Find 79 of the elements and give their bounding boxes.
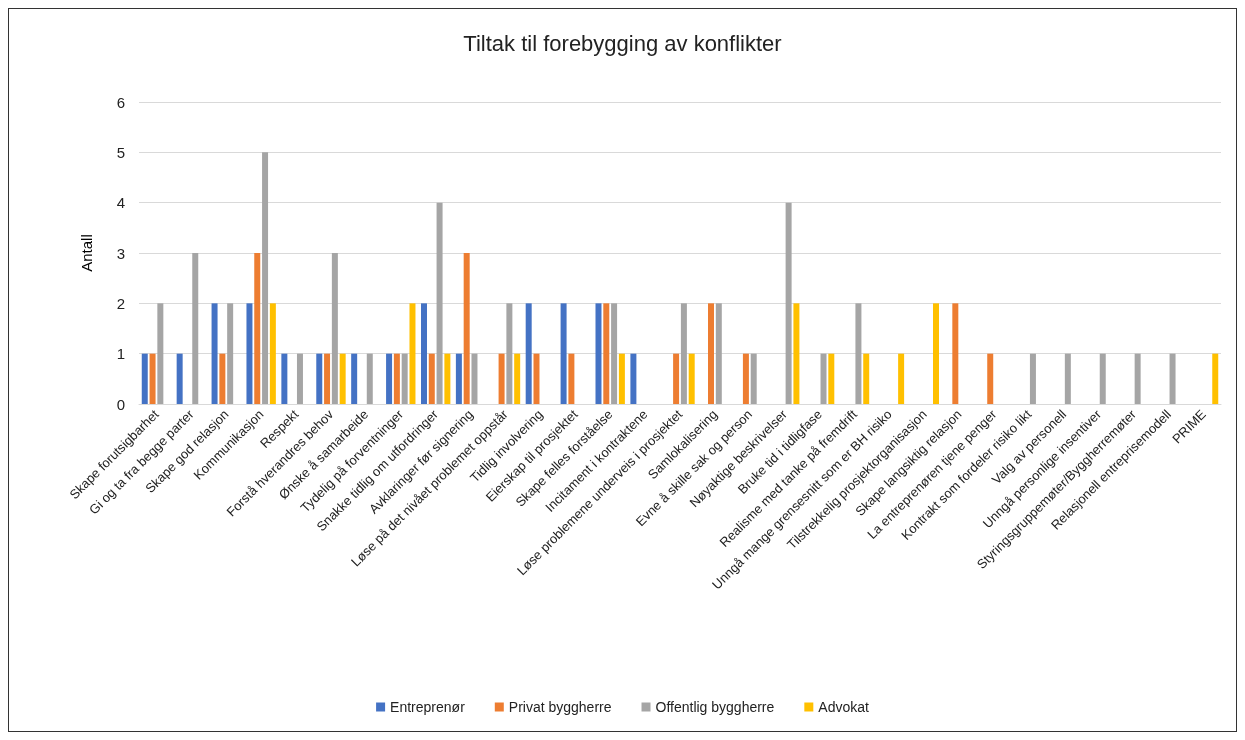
bar <box>933 303 940 404</box>
bar <box>498 353 505 404</box>
bar <box>987 353 994 404</box>
legend-label: Advokat <box>818 699 870 715</box>
bar <box>898 353 905 404</box>
bar <box>455 353 462 404</box>
bar <box>351 353 358 404</box>
bar <box>1064 353 1071 404</box>
bar <box>680 303 687 404</box>
legend-label: Entreprenør <box>390 699 466 715</box>
bar <box>1099 353 1106 404</box>
bar <box>618 353 625 404</box>
bar <box>595 303 602 404</box>
bar <box>855 303 862 404</box>
bar <box>281 353 288 404</box>
bar <box>514 353 521 404</box>
y-tick-label: 6 <box>116 93 125 111</box>
bar <box>428 353 435 404</box>
bar <box>331 253 338 404</box>
bar <box>560 303 567 404</box>
bar <box>785 202 792 404</box>
bar <box>828 353 835 404</box>
bar <box>1169 353 1176 404</box>
bar <box>366 353 373 404</box>
bar <box>708 303 714 404</box>
bar <box>603 303 610 404</box>
bar <box>141 353 148 404</box>
bar <box>211 303 218 404</box>
bar <box>339 353 346 404</box>
bar <box>386 353 393 404</box>
bar <box>673 353 680 404</box>
bar <box>324 353 331 404</box>
bar <box>525 303 532 404</box>
bar <box>192 253 199 404</box>
bar <box>506 303 513 404</box>
y-tick-label: 5 <box>116 143 125 161</box>
bar <box>409 303 416 404</box>
y-tick-label: 2 <box>116 294 125 312</box>
bar <box>262 152 269 404</box>
bar <box>227 303 234 404</box>
bar <box>219 353 226 404</box>
bar <box>750 353 757 404</box>
bar <box>444 353 451 404</box>
y-tick-label: 3 <box>116 244 125 262</box>
y-axis-title: Antall <box>78 234 95 272</box>
bar <box>1029 353 1036 404</box>
bar <box>254 253 261 404</box>
bar <box>611 303 618 404</box>
bar <box>793 303 800 404</box>
bar <box>246 303 253 404</box>
bar <box>742 353 749 404</box>
legend-label: Offentlig byggherre <box>655 699 775 715</box>
bar <box>688 353 695 404</box>
bar <box>401 353 408 404</box>
bar <box>420 303 427 404</box>
bar <box>316 353 323 404</box>
bar <box>533 353 540 404</box>
bar <box>1212 353 1219 404</box>
bar <box>863 353 870 404</box>
bar <box>630 353 637 404</box>
bar <box>952 303 959 404</box>
bar <box>471 353 478 404</box>
bar <box>269 303 276 404</box>
bar <box>176 353 183 404</box>
bar <box>715 303 722 404</box>
bar <box>820 353 827 404</box>
bar <box>157 303 164 404</box>
y-tick-label: 4 <box>116 194 125 212</box>
chart-title: Tiltak til forebygging av konflikter <box>463 30 782 56</box>
bar <box>1134 353 1141 404</box>
y-tick-label: 0 <box>116 395 125 413</box>
legend-label: Privat byggherre <box>508 699 612 715</box>
bar <box>436 202 443 404</box>
bar <box>149 353 156 404</box>
bar <box>296 353 303 404</box>
bar <box>568 353 575 404</box>
bar <box>463 253 470 404</box>
bar <box>393 353 400 404</box>
y-tick-label: 1 <box>116 345 125 363</box>
